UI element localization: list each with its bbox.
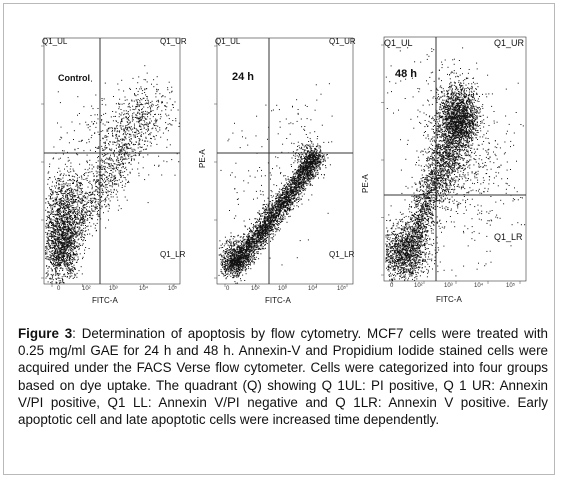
scatter-plot-24h — [214, 37, 354, 287]
x-tick-1: 10² — [414, 283, 423, 289]
quadrant-label-ul: Q1_UL — [215, 37, 241, 46]
x-axis-label: FITC-A — [265, 296, 291, 305]
figure-caption-label: Figure 3 — [18, 326, 73, 341]
x-axis-label: FITC-A — [436, 295, 462, 304]
scatter-panel-24h: Q1_UL Q1_UR Q1_LR 24 h PE-A FITC-A 0 10²… — [198, 36, 356, 305]
x-tick-3: 10⁴ — [474, 283, 484, 289]
quadrant-label-lr: Q1_LR — [160, 250, 186, 259]
x-tick-2: 10³ — [278, 286, 287, 292]
x-tick-4: 10⁵ — [168, 286, 178, 292]
condition-label: Control — [58, 73, 90, 83]
x-tick-1: 10² — [251, 286, 260, 292]
condition-label: 48 h — [395, 68, 418, 80]
figure-caption-text: : Determination of apoptosis by flow cyt… — [18, 326, 548, 428]
quadrant-label-lr: Q1_LR — [494, 232, 523, 242]
quadrant-label-ur: Q1_UR — [494, 38, 525, 48]
quadrant-label-ul: Q1_UL — [384, 38, 413, 48]
condition-label: 24 h — [232, 71, 255, 83]
scatter-panel-control: Q1_UL Q1_UR Q1_LR Control FITC-A 0 10² 1… — [36, 36, 187, 305]
x-tick-4: 10⁵ — [506, 283, 516, 289]
quadrant-label-lr: Q1_LR — [329, 250, 355, 259]
y-axis-label: PE-A — [198, 149, 207, 168]
quadrant-label-ur: Q1_UR — [329, 37, 356, 46]
x-tick-0: 0 — [57, 286, 61, 292]
scatter-plot-48h — [381, 36, 527, 284]
figure-caption: Figure 3: Determination of apoptosis by … — [18, 325, 548, 428]
x-tick-2: 10³ — [444, 283, 453, 289]
x-axis-label: FITC-A — [92, 296, 118, 305]
figure-frame — [3, 3, 555, 475]
quadrant-label-ul: Q1_UL — [42, 37, 68, 46]
x-tick-3: 10⁴ — [308, 286, 318, 292]
x-tick-0: 0 — [226, 286, 230, 292]
scatter-plot-control — [41, 37, 181, 287]
y-axis-label: PE-A — [361, 174, 370, 193]
quadrant-label-ur: Q1_UR — [160, 37, 187, 46]
x-tick-4: 10⁵ — [337, 286, 347, 292]
x-tick-3: 10⁴ — [139, 286, 149, 292]
x-tick-0: 0 — [390, 283, 394, 289]
x-tick-2: 10³ — [109, 286, 118, 292]
scatter-panel-48h: Q1_UL Q1_UR Q1_LR 48 h PE-A FITC-A 0 10²… — [361, 33, 530, 309]
x-tick-1: 10² — [82, 286, 91, 292]
